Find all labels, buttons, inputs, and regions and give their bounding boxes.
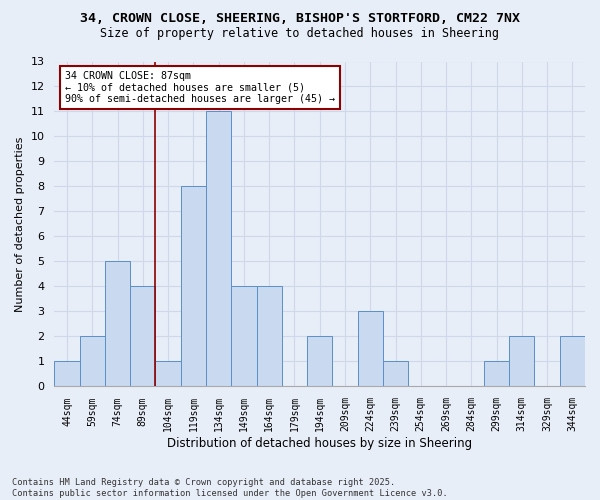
Text: 34, CROWN CLOSE, SHEERING, BISHOP'S STORTFORD, CM22 7NX: 34, CROWN CLOSE, SHEERING, BISHOP'S STOR… xyxy=(80,12,520,26)
Bar xyxy=(257,286,282,386)
Bar xyxy=(55,362,80,386)
Text: 34 CROWN CLOSE: 87sqm
← 10% of detached houses are smaller (5)
90% of semi-detac: 34 CROWN CLOSE: 87sqm ← 10% of detached … xyxy=(65,71,335,104)
Bar xyxy=(307,336,332,386)
Bar xyxy=(206,112,231,386)
Bar xyxy=(484,362,509,386)
Text: Size of property relative to detached houses in Sheering: Size of property relative to detached ho… xyxy=(101,28,499,40)
Bar xyxy=(560,336,585,386)
Bar xyxy=(358,312,383,386)
Text: Contains HM Land Registry data © Crown copyright and database right 2025.
Contai: Contains HM Land Registry data © Crown c… xyxy=(12,478,448,498)
Y-axis label: Number of detached properties: Number of detached properties xyxy=(15,136,25,312)
Bar xyxy=(509,336,535,386)
Bar xyxy=(181,186,206,386)
X-axis label: Distribution of detached houses by size in Sheering: Distribution of detached houses by size … xyxy=(167,437,472,450)
Bar xyxy=(130,286,155,386)
Bar xyxy=(383,362,408,386)
Bar xyxy=(80,336,105,386)
Bar xyxy=(231,286,257,386)
Bar xyxy=(105,262,130,386)
Bar xyxy=(155,362,181,386)
